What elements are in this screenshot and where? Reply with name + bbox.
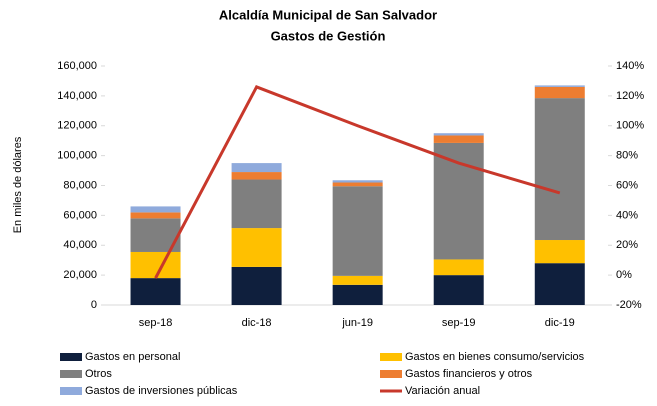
x-tick-label: dic-18 xyxy=(242,317,272,329)
chart-subtitle: Gastos de Gestión xyxy=(271,28,386,43)
bar-segment xyxy=(231,163,282,173)
legend-label: Variación anual xyxy=(405,385,480,397)
y-tick-label: 60,000 xyxy=(63,209,97,221)
bar-segment xyxy=(231,172,282,180)
bar-segment xyxy=(332,180,383,183)
bar-segment xyxy=(433,133,484,136)
legend-label: Gastos financieros y otros xyxy=(405,368,533,380)
bar-segment xyxy=(332,275,383,285)
line-series xyxy=(154,85,561,279)
legend-label: Gastos en bienes consumo/servicios xyxy=(405,351,585,363)
bar-segment xyxy=(231,266,282,305)
bar-segment xyxy=(433,259,484,276)
y2-tick-label: -20% xyxy=(616,299,642,311)
legend-label: Gastos de inversiones públicas xyxy=(85,385,238,397)
y2-tick-label: 40% xyxy=(616,209,638,221)
bar-segment xyxy=(433,275,484,305)
legend-swatch xyxy=(380,353,402,361)
bar-segment xyxy=(231,179,282,229)
bar-segment xyxy=(130,278,181,305)
bar-segment xyxy=(332,186,383,276)
bar-segment xyxy=(534,263,585,305)
y-tick-label: 40,000 xyxy=(63,239,97,251)
bar-segment xyxy=(534,86,585,99)
y2-tick-label: 80% xyxy=(616,150,638,162)
y-tick-label: 100,000 xyxy=(57,150,97,162)
legend-swatch xyxy=(60,353,82,361)
bar-segment xyxy=(433,142,484,260)
x-tick-label: sep-19 xyxy=(442,317,476,329)
y-tick-label: 120,000 xyxy=(57,120,97,132)
x-tick-label: sep-18 xyxy=(139,317,173,329)
bar-segment xyxy=(534,85,585,87)
bar-segment xyxy=(534,98,585,241)
bar-segment xyxy=(332,284,383,305)
x-tick-label: dic-19 xyxy=(545,317,575,329)
bar-segment xyxy=(332,182,383,187)
y2-tick-label: 60% xyxy=(616,179,638,191)
y2-tick-label: 100% xyxy=(616,120,644,132)
legend-swatch xyxy=(380,370,402,378)
legend-label: Gastos en personal xyxy=(85,351,180,363)
y2-tick-label: 140% xyxy=(616,60,644,72)
bar-segment xyxy=(130,251,181,279)
legend-swatch xyxy=(60,387,82,395)
y-tick-label: 80,000 xyxy=(63,179,97,191)
bar-segment xyxy=(534,240,585,264)
y2-tick-label: 0% xyxy=(616,269,632,281)
bar-segment xyxy=(433,135,484,143)
y2-tick-label: 20% xyxy=(616,239,638,251)
y-tick-label: 140,000 xyxy=(57,90,97,102)
y-tick-label: 0 xyxy=(91,299,97,311)
y-axis-label: En miles de dólares xyxy=(12,136,24,233)
y2-tick-label: 120% xyxy=(616,90,644,102)
legend-label: Otros xyxy=(85,368,112,380)
chart-title: Alcaldía Municipal de San Salvador xyxy=(219,7,437,22)
y-tick-label: 20,000 xyxy=(63,269,97,281)
x-tick-label: jun-19 xyxy=(341,317,373,329)
y-tick-label: 160,000 xyxy=(57,60,97,72)
bar-segment xyxy=(130,212,181,219)
bar-segment xyxy=(130,206,181,213)
bar-segment xyxy=(231,228,282,267)
legend-swatch xyxy=(60,370,82,378)
